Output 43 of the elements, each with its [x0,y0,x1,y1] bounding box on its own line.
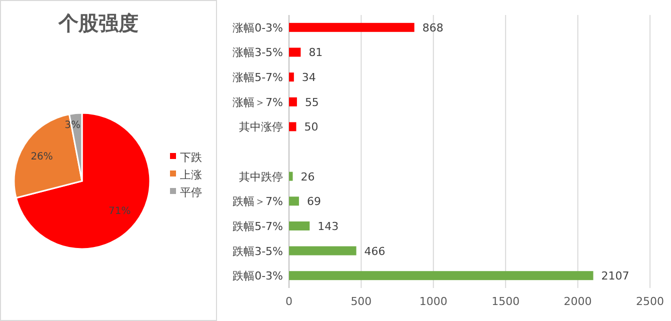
legend-label: 下跌 [180,151,202,164]
legend-label: 上涨 [180,168,202,182]
data-label: 81 [308,46,323,60]
bar [289,22,414,32]
y-tick-label: 其中跌停 [239,170,283,184]
bar [289,48,301,57]
y-tick-label: 涨幅＞7% [232,96,283,109]
bar [289,246,356,256]
y-tick-label: 涨幅0-3% [232,21,283,34]
y-tick-label: 其中涨停 [239,120,283,134]
data-label: 868 [422,21,444,34]
bar [289,196,299,206]
data-label: 26% [30,151,53,162]
y-tick-label: 涨幅5-7% [232,71,283,84]
data-label: 34 [302,71,316,84]
y-tick-label: 跌幅3-5% [232,244,283,258]
y-tick-label: 跌幅＞7% [232,195,283,208]
chart-title: 个股强度 [58,11,138,35]
y-tick-label: 跌幅0-3% [232,270,283,283]
data-label: 466 [364,244,386,258]
data-label: 50 [304,120,318,134]
bar [289,97,297,106]
bar [289,271,594,280]
data-label: 55 [304,96,319,109]
x-tick-label: 2000 [564,295,592,308]
data-label: 2107 [601,270,630,283]
data-label: 71% [108,206,131,218]
x-tick-label: 500 [350,295,372,308]
data-label: 143 [318,220,339,233]
x-tick-label: 2500 [636,295,664,308]
x-tick-label: 1000 [419,295,448,308]
y-tick-label: 涨幅3-5% [232,46,283,60]
bar [289,72,294,82]
data-label: 26 [300,170,315,184]
x-tick-label: 1500 [492,295,520,308]
data-label: 69 [306,195,321,208]
pie-slice [15,112,151,250]
bar [289,122,296,132]
x-tick-label: 0 [286,295,292,308]
y-tick-label: 跌幅5-7% [232,220,283,233]
bar [289,172,293,181]
legend-label: 平停 [180,186,202,199]
bar [289,221,310,230]
